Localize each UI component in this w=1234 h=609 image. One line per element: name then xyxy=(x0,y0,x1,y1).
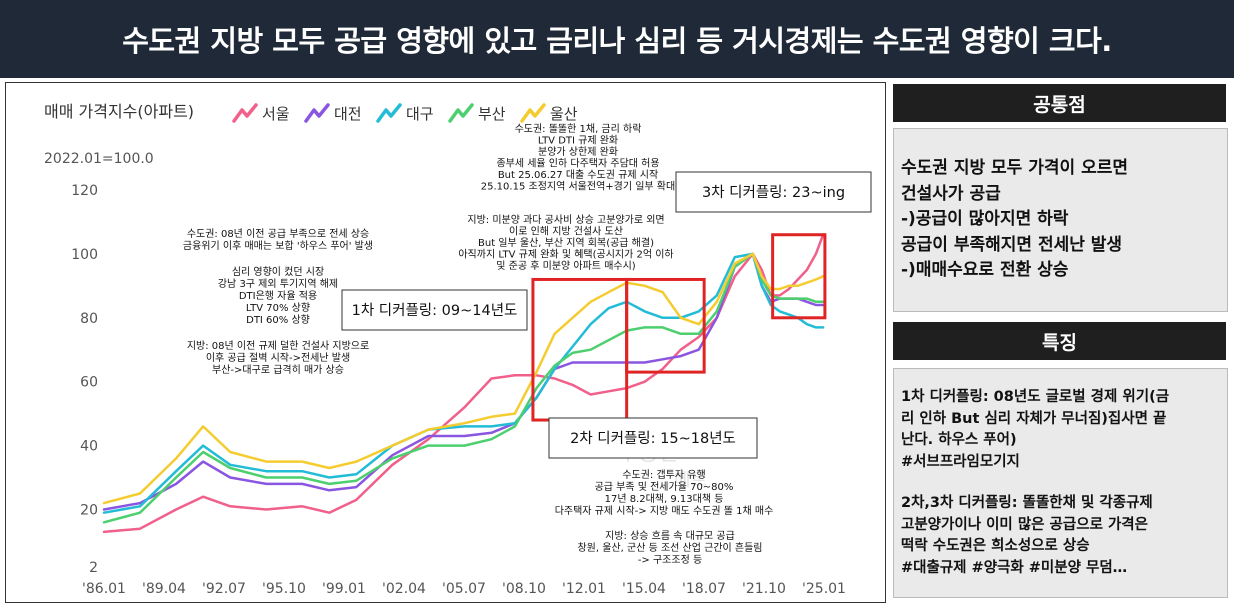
chart-annotations: 1차 디커플링: 09~14년도 2차 디커플링: 15~18년도 3차 디커플링:… xyxy=(183,122,872,566)
features-heading: 특징 xyxy=(1042,331,1077,354)
annotation-text: DTI은행 자율 적용 xyxy=(239,290,317,302)
watermark-text-2: 메트 xyxy=(674,470,707,491)
legend-swatch xyxy=(520,103,546,123)
annotation-text: 다주택자 규제 시작-> 지방 매도 수도권 똘 1채 매수 xyxy=(555,505,774,517)
legend-swatch xyxy=(448,103,474,123)
price-index-chart: 매매 가격지수(아파트) 2022.01=100.0 서울 대전 대구 부산 울산 22… xyxy=(44,102,872,597)
common-heading-bar: 공통점 xyxy=(893,84,1226,122)
annotation-text: 종부세 세율 인하 다주택자 주담대 허용 xyxy=(496,157,659,170)
y-tick-label: 60 xyxy=(80,375,98,391)
decoupling-2-label: 2차 디커플링: 15~18년도 xyxy=(570,430,736,447)
decoupling-1-label: 1차 디커플링: 09~14년도 xyxy=(352,302,518,319)
y-tick-label: 120 xyxy=(71,183,98,199)
decoupling-3-box xyxy=(675,171,872,213)
x-tick-label: '15.04 xyxy=(622,581,666,597)
annotation-text: 공급 부족 및 전세가율 70~80% xyxy=(595,481,734,493)
features-heading-bar: 특징 xyxy=(893,322,1226,360)
annotation-text: 강남 3구 제외 투기지역 해제 xyxy=(218,277,338,290)
x-tick-label: '99.01 xyxy=(322,581,366,597)
annotation-text: 지방: 08년 이전 규제 덜한 건설사 지방으로 xyxy=(187,340,369,352)
x-tick-label: '18.07 xyxy=(682,581,726,597)
features-panel: 1차 디커플링: 08년도 글로벌 경제 위기(금 리 인하 But 심리 자체… xyxy=(893,368,1228,598)
legend-swatch xyxy=(304,103,330,123)
legend-label: 울산 xyxy=(550,105,578,123)
annotation-text: 이후 공급 절벽 시작->전세난 발생 xyxy=(206,351,350,364)
legend-label: 대전 xyxy=(334,105,362,123)
decoupling-highlight-box xyxy=(771,233,827,320)
paragraph-gap xyxy=(901,473,1220,493)
decoupling-highlight-box xyxy=(625,277,706,374)
annotation-text: But 일부 울산, 부산 지역 회복(공급 해결) xyxy=(478,236,654,249)
common-line: -)매매수요로 전환 상승 xyxy=(901,260,1069,281)
annotation-text: DTI 60% 상향 xyxy=(246,314,310,326)
annotation-text: 이로 인해 지방 건설사 도산 xyxy=(509,225,623,238)
annotation-text: 부산->대구로 급격히 매가 상승 xyxy=(212,363,344,376)
feature-line: 고분양가이나 이미 많은 공급으로 가격은 xyxy=(901,516,1148,533)
feature-line: #대출규제 #양극화 #미분양 무덤… xyxy=(901,559,1128,576)
legend-label: 서울 xyxy=(262,105,290,123)
chart-title: 매매 가격지수(아파트) xyxy=(44,102,194,121)
common-line: 공급이 부족해지면 전세난 발생 xyxy=(901,234,1123,255)
x-tick-label: '08.10 xyxy=(502,581,546,597)
x-tick-label: '89.04 xyxy=(142,581,186,597)
x-axis: '86.01 '89.04 '92.07 '95.10 '99.01 '02.04 '05.… xyxy=(82,581,846,597)
x-tick-label: '86.01 xyxy=(82,581,126,597)
common-panel: 수도권 지방 모두 가격이 오르면 건설사가 공급 -)공급이 많아지면 하락 … xyxy=(893,128,1228,312)
annotation-text: 수도권: 갭투자 유행 xyxy=(622,469,705,481)
common-line: 수도권 지방 모두 가격이 오르면 xyxy=(901,158,1128,179)
feature-line: 떡락 수도권은 희소성으로 상승 xyxy=(901,538,1090,554)
legend-swatch xyxy=(376,103,402,123)
annotation-text: 25.10.15 조정지역 서울전역+경기 일부 확대 xyxy=(481,180,675,193)
annotation-text: 수도권: 08년 이전 공급 부족으로 전세 상승 xyxy=(187,228,369,240)
annotation-text: 지방: 상승 흐름 속 대규모 공급 xyxy=(605,530,735,542)
x-tick-label: '21.10 xyxy=(742,581,786,597)
y-tick-label: 40 xyxy=(80,439,98,455)
feature-line: 난다. 하우스 푸어) xyxy=(901,432,1017,448)
annotation-text: LTV DTI 규제 완화 xyxy=(538,135,618,147)
y-axis: 2 20 40 60 80 100 120 xyxy=(71,183,98,576)
annotation-text: 17년 8.2대책, 9.13대책 등 xyxy=(605,493,724,505)
annotation-text: LTV 70% 상향 xyxy=(246,302,310,314)
page-header: 수도권 지방 모두 공급 영향에 있고 금리나 심리 등 거시경제는 수도권 영… xyxy=(0,0,1234,78)
x-tick-label: '95.10 xyxy=(262,581,306,597)
y-tick-label: 100 xyxy=(71,247,98,263)
x-tick-label: '02.04 xyxy=(382,581,426,597)
annotation-text: 금융위기 이후 매매는 보합 '하우스 푸어' 발생 xyxy=(183,239,373,252)
feature-line: 리 인하 But 심리 자체가 무너짐)집사면 끝 xyxy=(901,410,1167,427)
chart-subtitle: 2022.01=100.0 xyxy=(44,151,154,167)
x-tick-label: '92.07 xyxy=(202,581,246,597)
page-title: 수도권 지방 모두 공급 영향에 있고 금리나 심리 등 거시경제는 수도권 영… xyxy=(122,24,1112,58)
common-line: -)공급이 많아지면 하락 xyxy=(901,209,1069,230)
annotation-text: 창원, 울산, 군산 등 조선 산업 근간이 흔들림 xyxy=(577,541,762,554)
common-heading: 공통점 xyxy=(1033,93,1086,116)
common-line: 건설사가 공급 xyxy=(901,183,1001,204)
decoupling-boxes xyxy=(531,233,827,422)
y-tick-label: 2 xyxy=(89,560,98,576)
y-tick-label: 20 xyxy=(80,502,98,518)
legend-label: 대구 xyxy=(406,105,434,123)
x-tick-label: '25.01 xyxy=(802,581,846,597)
decoupling-1-box xyxy=(341,289,528,331)
x-tick-label: '05.07 xyxy=(442,581,486,597)
chart-legend: 서울 대전 대구 부산 울산 xyxy=(232,103,578,123)
annotation-text: 아직까지 LTV 규제 완화 및 혜택(공시지가 2억 이하 xyxy=(458,248,673,261)
feature-line: 2차,3차 디커플링: 똘똘한채 및 각종규제 xyxy=(901,495,1153,511)
feature-line: 1차 디커플링: 08년도 글로벌 경제 위기(금 xyxy=(901,389,1170,405)
x-tick-label: '12.01 xyxy=(562,581,606,597)
annotation-text: 지방: 미분양 과다 공사비 상승 고분양가로 외면 xyxy=(467,214,664,226)
feature-line: #서브프라임모기지 xyxy=(901,453,1020,470)
decoupling-2-box xyxy=(548,417,758,459)
annotation-text: 및 준공 후 미분양 아파트 매수시) xyxy=(496,260,635,272)
annotation-text: 심리 영향이 컸던 시장 xyxy=(232,266,324,278)
legend-label: 부산 xyxy=(478,105,506,123)
annotation-text: But 25.06.27 대출 수도권 규제 시작 xyxy=(498,169,658,181)
annotation-text: -> 구조조정 등 xyxy=(638,554,702,566)
annotation-text: 수도권: 똘똘한 1채, 금리 하락 xyxy=(515,122,642,135)
legend-swatch xyxy=(232,103,258,123)
annotation-text: 분양가 상한제 완화 xyxy=(538,146,618,158)
y-tick-label: 80 xyxy=(80,311,98,327)
decoupling-3-label: 3차 디커플링: 23~ing xyxy=(702,184,845,201)
